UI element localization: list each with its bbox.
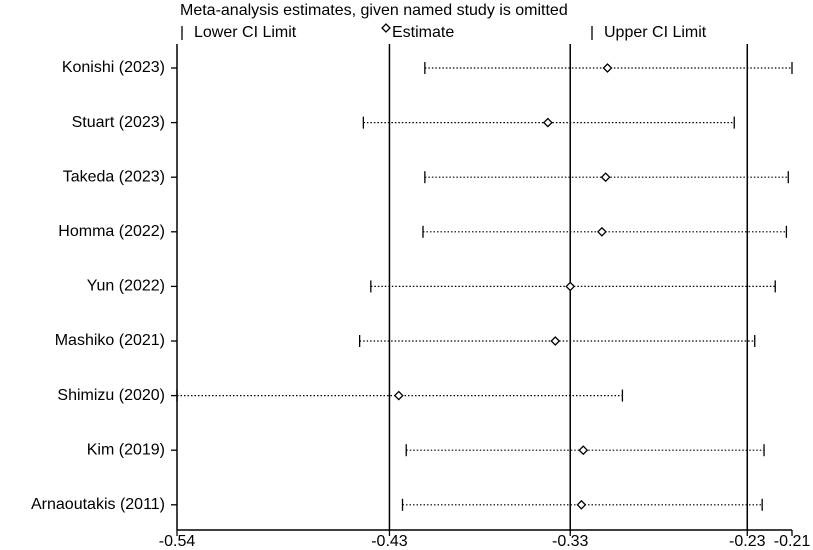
x-tick-label: -0.23	[729, 533, 766, 550]
estimate	[602, 63, 613, 73]
y-tick-label: Konishi (2023)	[62, 59, 165, 76]
x-tick-label: -0.54	[159, 533, 196, 550]
y-tick-label: Arnaoutakis (2011)	[31, 496, 165, 513]
x-tick-label: -0.21	[774, 533, 811, 550]
estimate	[542, 117, 553, 128]
legend-marker	[381, 23, 391, 33]
y-tick-label: Mashiko (2021)	[55, 332, 165, 349]
legend-label: Upper CI Limit	[604, 24, 707, 41]
legend-label: Lower CI Limit	[194, 24, 297, 41]
y-tick-label: Takeda (2023)	[63, 168, 165, 185]
y-tick-label: Homma (2022)	[58, 223, 165, 240]
estimate	[565, 281, 576, 292]
chart-title: Meta-analysis estimates, given named stu…	[180, 2, 568, 19]
y-tick-label: Stuart (2023)	[72, 114, 165, 131]
estimate	[576, 499, 587, 510]
legend-label: Estimate	[392, 24, 454, 41]
y-tick-label: Shimizu (2020)	[57, 387, 165, 404]
x-tick-label: -0.33	[552, 533, 589, 550]
estimate	[393, 390, 404, 401]
estimate	[550, 336, 561, 346]
estimate	[596, 226, 607, 237]
estimate	[600, 172, 611, 183]
y-tick-label: Yun (2022)	[87, 278, 165, 295]
x-tick-label: -0.43	[371, 533, 408, 550]
y-tick-label: Kim (2019)	[87, 441, 165, 458]
estimate	[578, 445, 589, 456]
